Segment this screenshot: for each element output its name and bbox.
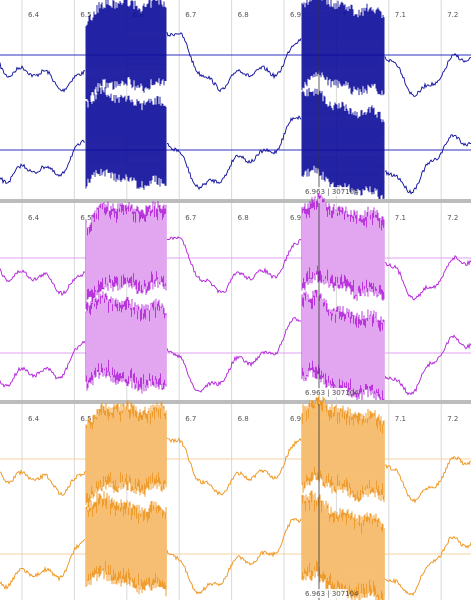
ruler-label: 6.7 — [185, 11, 196, 19]
track-background — [0, 404, 471, 600]
track-panel: 6.4 6.5 6.6 6.7 6.8 6.9 7 7.1 7.26.963 | 307104 — [0, 193, 471, 408]
ruler-label: 6.9 — [290, 11, 301, 19]
ruler-label: 6.7 — [185, 214, 196, 222]
ruler-label: 7.2 — [447, 415, 458, 423]
waveform — [0, 87, 471, 201]
waveform — [0, 394, 471, 508]
waveform — [0, 289, 471, 408]
track-background — [0, 203, 471, 400]
ruler-label: 7.1 — [395, 415, 406, 423]
ruler-label: 6.7 — [185, 415, 196, 423]
ruler-label: 6.4 — [28, 214, 40, 222]
ruler-label: 6.5 — [80, 415, 91, 423]
ruler-label: 6.5 — [80, 214, 91, 222]
cursor-label: 6.963 | 307104 — [305, 389, 359, 397]
panel-separator — [0, 400, 471, 404]
ruler-label: 6.9 — [290, 415, 301, 423]
cursor-label: 6.963 | 307104 — [305, 188, 359, 196]
panel-separator — [0, 199, 471, 203]
ruler-label: 6.4 — [28, 11, 40, 19]
track-panel: 6.4 6.5 6.6 6.7 6.8 6.9 7 7.1 7.26.963 | 307104 — [0, 394, 471, 600]
ruler-label: 6.4 — [28, 415, 40, 423]
waveform — [0, 490, 471, 600]
ruler-label: 7.1 — [395, 11, 406, 19]
ruler-label: 7.1 — [395, 214, 406, 222]
cursor-label-bg — [303, 589, 347, 598]
cursor-label-bg — [303, 388, 347, 397]
waveform-selection — [86, 291, 385, 401]
cursor-label: 6.963 | 307104 — [305, 590, 359, 598]
ruler-label: 7.2 — [447, 214, 458, 222]
ruler-label: 6.9 — [290, 214, 301, 222]
waveform-selection — [86, 399, 385, 499]
waveform-selection — [86, 196, 385, 304]
waveform — [0, 0, 471, 105]
waveform — [0, 193, 471, 310]
ruler-label: 7.2 — [447, 11, 458, 19]
ruler-label: 6.8 — [238, 415, 249, 423]
track-panel: 6.4 6.5 6.6 6.7 6.8 6.9 7 7.1 7.26.963 | 307104 — [0, 0, 471, 201]
ruler-label: 6.8 — [238, 11, 249, 19]
ruler-label: 6.8 — [238, 214, 249, 222]
cursor-label-bg — [303, 187, 347, 196]
ruler-label: 6.5 — [80, 11, 91, 19]
waveform-selection — [86, 493, 385, 600]
track-background — [0, 0, 471, 199]
